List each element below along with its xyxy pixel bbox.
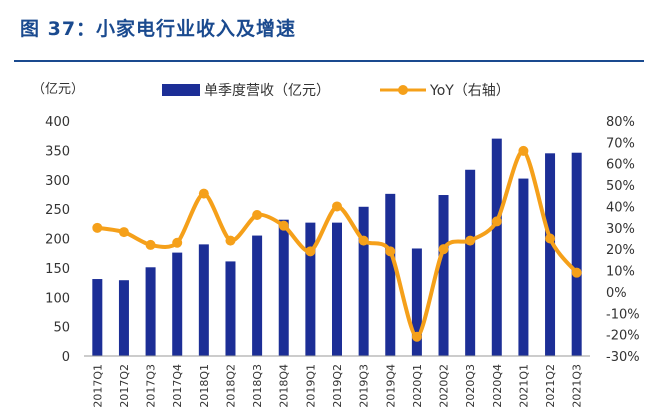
yoy-point (518, 145, 529, 156)
yoy-point (385, 246, 396, 257)
bar (252, 235, 263, 356)
y-left-tick-label: 100 (45, 291, 70, 306)
bar (145, 267, 156, 356)
y-right-tick-label: 50% (606, 179, 635, 194)
y-right-tick-label: 80% (606, 115, 635, 130)
figure-title: 图 37：小家电行业收入及增速 (20, 18, 297, 40)
yoy-point (438, 244, 449, 255)
x-tick-label: 2021Q3 (571, 364, 584, 408)
title-divider (14, 60, 644, 62)
bar-series (92, 138, 582, 356)
yoy-point (172, 237, 183, 248)
x-tick-label: 2018Q3 (251, 364, 264, 408)
x-tick-label: 2021Q2 (544, 364, 557, 408)
y-left-tick-label: 400 (45, 115, 70, 130)
bar (545, 153, 556, 356)
bar (491, 138, 502, 356)
yoy-point (465, 235, 476, 246)
yoy-point (252, 210, 263, 220)
yoy-point (92, 222, 103, 233)
yoy-point (198, 188, 209, 199)
yoy-point (305, 246, 316, 257)
bar (358, 206, 369, 356)
y-right-tick-label: 40% (606, 200, 635, 215)
y-right-tick-label: -30% (606, 350, 640, 365)
x-tick-label: 2020Q4 (491, 364, 504, 408)
x-tick-label: 2019Q4 (384, 364, 397, 408)
legend-bar-swatch (162, 84, 200, 96)
yoy-point (571, 267, 582, 278)
x-tick-label: 2017Q4 (171, 364, 184, 408)
y-left-tick-label: 350 (45, 144, 70, 159)
y-right-tick-label: 30% (606, 222, 635, 237)
yoy-point (491, 216, 502, 227)
yoy-point (118, 227, 129, 238)
x-tick-label: 2017Q2 (118, 364, 131, 408)
x-tick-label: 2019Q2 (331, 364, 344, 408)
yoy-point (278, 220, 289, 231)
x-tick-label: 2020Q2 (438, 364, 451, 408)
line-series (92, 145, 582, 342)
yoy-point (225, 235, 236, 246)
legend-line-label: YoY（右轴） (429, 83, 510, 99)
bar (465, 169, 476, 356)
y-left-tick-label: 0 (62, 350, 70, 365)
x-tick-label: 2017Q3 (145, 364, 158, 408)
yoy-point (332, 201, 342, 212)
y-left-tick-label: 250 (45, 203, 70, 218)
x-tick-label: 2019Q1 (304, 364, 317, 408)
x-tick-label: 2018Q1 (198, 364, 211, 408)
y-right-tick-label: 20% (606, 243, 635, 258)
y-right-tick-label: -10% (606, 307, 640, 322)
yoy-point (358, 235, 369, 246)
bar (305, 222, 316, 356)
x-tick-label: 2017Q1 (91, 364, 104, 408)
y-right-tick-label: 60% (606, 158, 635, 173)
y-left-tick-label: 200 (45, 233, 70, 248)
y-right-tick-label: 10% (606, 265, 635, 280)
bar (438, 195, 449, 356)
legend-bar-label: 单季度营收（亿元） (204, 83, 330, 99)
legend-line-marker (398, 85, 408, 95)
legend: 单季度营收（亿元） YoY（右轴） (162, 83, 510, 99)
x-tick-label: 2020Q3 (464, 364, 477, 408)
y-left-tick-label: 300 (45, 174, 70, 189)
bar (411, 248, 422, 356)
y-right-tick-label: 70% (606, 136, 635, 151)
yoy-point (145, 239, 156, 250)
x-tick-label: 2021Q1 (517, 364, 530, 408)
x-tick-label: 2018Q2 (224, 364, 237, 408)
bar (332, 222, 342, 356)
bar (571, 152, 582, 356)
bar (225, 261, 236, 356)
y-left-tick-label: 150 (45, 262, 70, 277)
x-tick-label: 2020Q1 (411, 364, 424, 408)
x-tick-label: 2018Q4 (278, 364, 291, 408)
y-right-tick-label: -20% (606, 329, 640, 344)
y-left-unit-label: （亿元） (32, 82, 84, 97)
yoy-point (411, 331, 422, 342)
bar (172, 252, 183, 356)
bar (92, 279, 103, 356)
bar (518, 178, 529, 356)
y-left-tick-label: 50 (53, 321, 70, 336)
bar (278, 219, 289, 356)
x-tick-labels: 2017Q1 2017Q2 2017Q3 2017Q4 2018Q1 2018Q2 2018… (91, 364, 583, 408)
yoy-point (545, 233, 556, 244)
bar (118, 280, 129, 356)
bar (385, 193, 396, 356)
y-right-axis: 80% 70% 60% 50% 40% 30% 20% 10% 0% -10% -20% -30% (606, 115, 640, 365)
bar (198, 244, 209, 356)
y-right-tick-label: 0% (606, 286, 627, 301)
y-left-axis: 400 350 300 250 200 150 100 50 0 (45, 115, 70, 365)
x-tick-label: 2019Q3 (358, 364, 371, 408)
